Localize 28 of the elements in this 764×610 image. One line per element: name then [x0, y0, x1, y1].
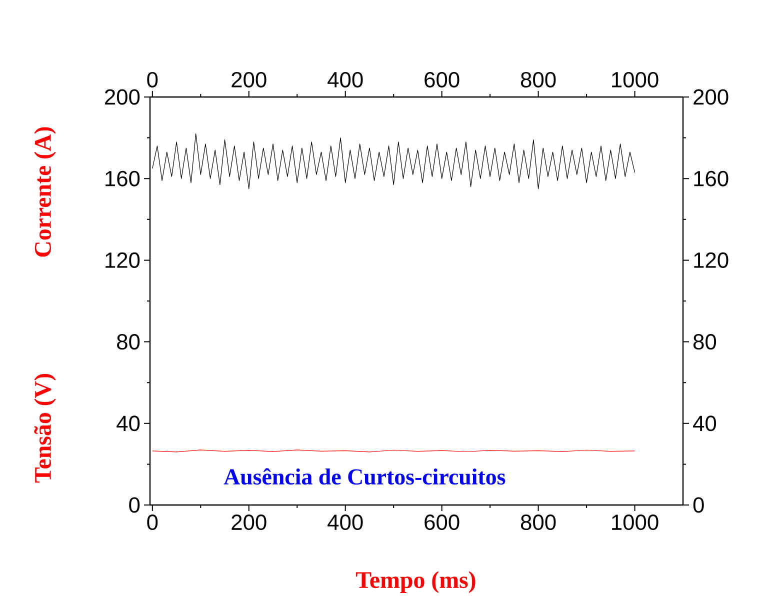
y2-tick-label: 80 — [117, 334, 140, 350]
x2-tick-label: 0 — [147, 72, 158, 88]
x-tick-label: 600 — [424, 514, 460, 530]
x2-tick-label: 400 — [328, 72, 363, 88]
annotation: Ausência de Curtos-circuitos — [224, 468, 506, 485]
x-tick-label: 200 — [232, 514, 266, 530]
y2-tick-label: 120 — [106, 252, 140, 268]
x2-tick-label: 1000 — [612, 72, 658, 88]
y-tick-label: 0 — [693, 497, 704, 513]
x2-tick-label: 600 — [424, 72, 460, 88]
y-tick-label: 160 — [694, 170, 728, 186]
y-tick-label: 80 — [693, 334, 716, 350]
y2-tick-label: 40 — [116, 416, 140, 432]
x2-tick-label: 200 — [232, 72, 266, 88]
x-tick-label: 400 — [328, 514, 363, 530]
x-tick-label: 0 — [147, 514, 158, 530]
y2-tick-label: 160 — [106, 170, 140, 186]
x-tick-label: 1000 — [612, 514, 658, 530]
y-tick-label: 200 — [694, 89, 728, 105]
y2-tick-label: 0 — [129, 497, 140, 513]
x-axis-title: Tempo (ms) — [356, 571, 476, 593]
x-tick-label: 800 — [520, 514, 556, 530]
y2-tick-label: 200 — [105, 89, 140, 105]
text: Tensão (V) — [34, 374, 56, 483]
y-tick-label: 40 — [693, 416, 716, 432]
y-tick-label: 120 — [694, 252, 728, 268]
x2-tick-label: 800 — [520, 72, 556, 88]
text: Corrente (A) — [34, 127, 56, 257]
